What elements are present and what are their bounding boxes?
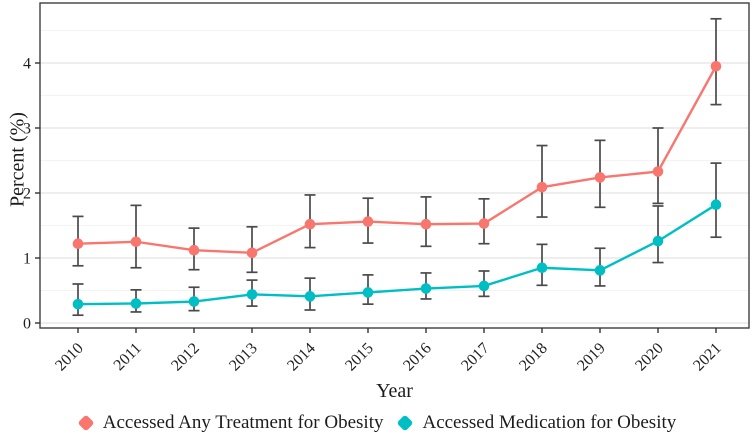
- svg-text:4: 4: [23, 56, 31, 73]
- legend-item-any-treatment: Accessed Any Treatment for Obesity: [77, 412, 384, 434]
- svg-text:2012: 2012: [168, 340, 203, 375]
- svg-text:2: 2: [23, 186, 31, 203]
- error-bars-series-0: [72, 17, 722, 274]
- error-bars-series-1: [72, 162, 722, 317]
- svg-text:2011: 2011: [111, 340, 145, 374]
- legend-item-medication: Accessed Medication for Obesity: [396, 412, 677, 434]
- x-axis-title: Year: [376, 380, 413, 402]
- legend-label-any-treatment: Accessed Any Treatment for Obesity: [102, 412, 384, 433]
- y-axis-title: Percent (%): [6, 112, 29, 207]
- svg-text:2018: 2018: [516, 340, 551, 375]
- y-axis-ticks: 0 1 2 3 4: [23, 56, 40, 333]
- svg-text:2020: 2020: [632, 340, 667, 375]
- svg-text:3: 3: [23, 121, 31, 138]
- panel-border: [39, 2, 750, 329]
- svg-text:2014: 2014: [284, 340, 319, 375]
- legend-label-medication: Accessed Medication for Obesity: [422, 412, 677, 433]
- svg-text:2010: 2010: [52, 340, 87, 375]
- svg-text:2019: 2019: [574, 340, 609, 375]
- medication-diamond-icon: [396, 414, 414, 432]
- major-gridlines: [40, 62, 749, 324]
- series-1: [72, 199, 722, 310]
- minor-gridlines: [40, 30, 749, 291]
- svg-text:2013: 2013: [226, 340, 261, 375]
- svg-text:1: 1: [23, 251, 31, 268]
- x-axis-ticks: 2010 2011 2012 2013 2014 2015 2016 2017 2018 2019…: [52, 328, 725, 374]
- series-0: [72, 60, 722, 259]
- svg-text:0: 0: [23, 316, 31, 333]
- svg-text:2017: 2017: [458, 340, 493, 375]
- svg-text:2015: 2015: [342, 340, 377, 375]
- svg-text:2016: 2016: [400, 340, 435, 375]
- svg-text:2021: 2021: [690, 340, 725, 375]
- legend: Accessed Any Treatment for Obesity Acces…: [0, 412, 756, 434]
- any-treatment-diamond-icon: [77, 414, 95, 432]
